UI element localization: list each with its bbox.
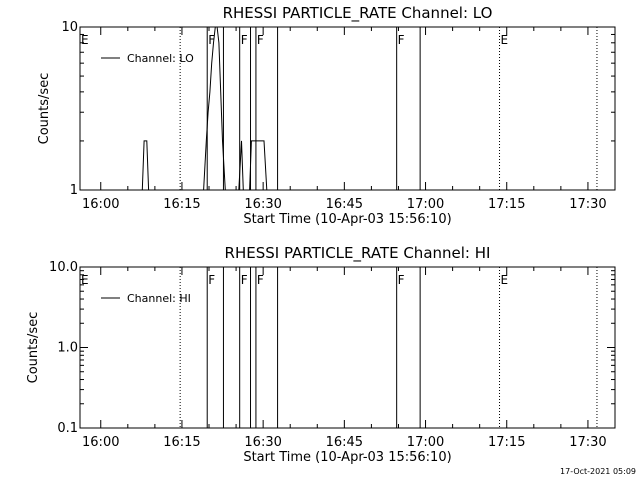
y-tick-label: 0.1 [57,421,78,436]
timestamp: 17-Oct-2021 05:09 [560,467,636,476]
flag-label: E [81,33,89,47]
y-tick-label: 1.0 [57,341,78,356]
flag-label: F [208,273,215,287]
x-axis-label: Start Time (10-Apr-03 15:56:10) [243,450,451,465]
x-tick-label: 16:00 [82,197,119,212]
flag-label: F [257,273,264,287]
y-axis-label: Counts/sec [37,73,52,145]
flag-label: F [257,33,264,47]
chart-title: RHESSI PARTICLE_RATE Channel: HI [225,244,491,263]
x-tick-label: 16:15 [163,197,200,212]
x-tick-label: 16:30 [244,435,281,450]
flag-label: E [501,273,509,287]
flag-label: F [398,273,405,287]
x-tick-label: 16:15 [163,435,200,450]
chart-panel-hi: RHESSI PARTICLE_RATE Channel: HI 16:00 16:… [26,244,616,465]
x-tick-label: 17:00 [407,197,444,212]
y-tick-label: 10 [61,20,78,35]
x-tick-label: 16:45 [326,197,363,212]
flag-label: E [501,33,509,47]
chart-title: RHESSI PARTICLE_RATE Channel: LO [223,4,493,23]
x-tick-label: 16:45 [326,435,363,450]
legend-entry: Channel: LO [127,52,194,65]
x-tick-label: 16:00 [82,435,119,450]
flag-label: E [81,273,89,287]
y-axis-label: Counts/sec [26,312,41,384]
y-tick-label: 10.0 [49,260,78,275]
chart-panel-lo: RHESSI PARTICLE_RATE Channel: LO 16:00 16:… [37,4,616,227]
x-tick-label: 17:00 [407,435,444,450]
x-tick-label: 17:15 [488,197,525,212]
x-tick-label: 16:30 [244,197,281,212]
x-tick-label: 17:15 [488,435,525,450]
series-line [141,26,268,191]
x-tick-label: 17:30 [569,197,606,212]
x-tick-label: 17:30 [569,435,606,450]
legend-entry: Channel: HI [127,292,191,305]
y-tick-label: 1 [70,183,78,198]
flag-label: F [398,33,405,47]
flag-label: F [241,33,248,47]
flag-label: F [208,33,215,47]
flag-label: F [241,273,248,287]
plot-frame [79,26,616,191]
x-axis-label: Start Time (10-Apr-03 15:56:10) [243,212,451,227]
